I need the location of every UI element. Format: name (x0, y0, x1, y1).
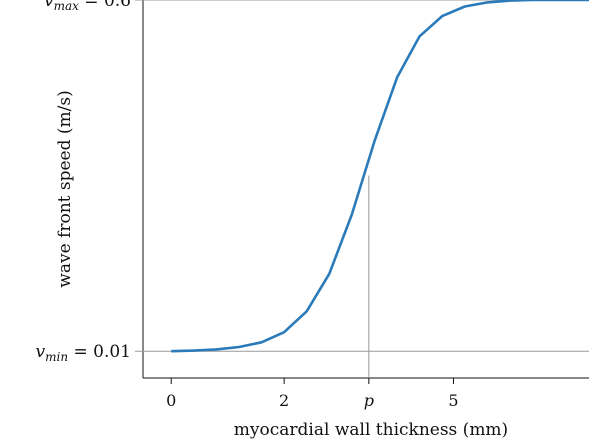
axes (142, 0, 589, 379)
reference-label-max: vmax = 0.6 (44, 0, 131, 13)
series-layer (171, 0, 589, 353)
reference-lines: vmax = 0.6 vmin = 0.01 (36, 0, 589, 378)
x-tick-label: 0 (166, 391, 176, 410)
x-axis-label: myocardial wall thickness (mm) (234, 420, 508, 440)
x-tick-label: 2 (279, 391, 289, 410)
series-line-0 (171, 0, 589, 353)
x-tick-label: p (364, 391, 374, 410)
x-tick-label: 5 (448, 391, 458, 410)
y-axis-label: wave front speed (m/s) (55, 90, 75, 287)
reference-label-min: vmin = 0.01 (36, 342, 131, 364)
x-ticks: 0 2 p 5 (166, 378, 459, 410)
